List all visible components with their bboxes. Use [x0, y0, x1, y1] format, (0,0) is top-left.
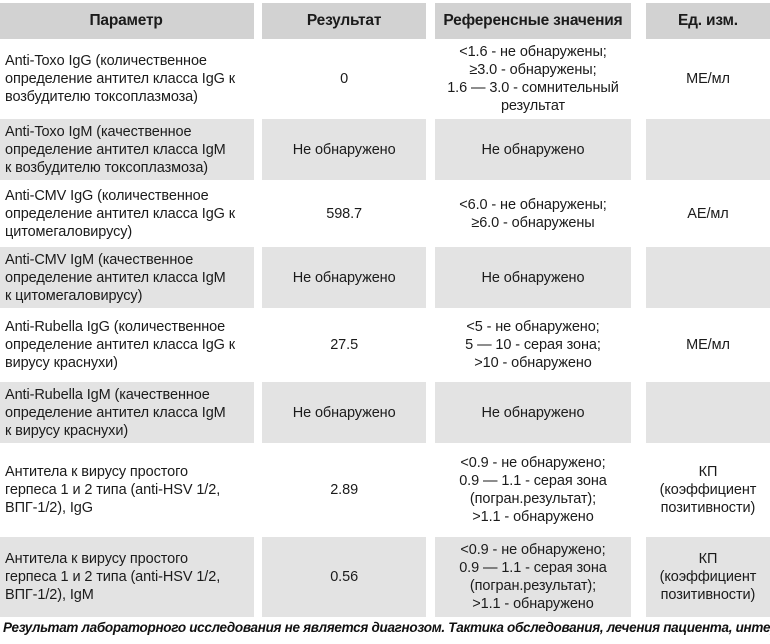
- cell-parameter: Антитела к вирусу простого герпеса 1 и 2…: [5, 464, 221, 516]
- cell-unit: КП (коэффициент позитивности): [645, 537, 770, 617]
- column-header-reference: Референсные значения: [435, 3, 631, 39]
- cell-reference: <1.6 - не обнаружены; ≥3.0 - обнаружены;…: [447, 44, 619, 114]
- table-row-anti-toxo-igg: Anti-Toxo IgG (количественное определени…: [0, 42, 770, 116]
- cell-reference: <6.0 - не обнаружены; ≥6.0 - обнаружены: [459, 196, 607, 231]
- cell-reference: <0.9 - не обнаружено; 0.9 — 1.1 - серая …: [459, 455, 607, 525]
- cell-result: 2.89: [330, 482, 359, 498]
- cell-reference: <5 - не обнаружено; 5 — 10 - серая зона;…: [465, 319, 601, 371]
- cell-parameter: Anti-Toxo IgM (качественное определение …: [0, 119, 255, 180]
- cell-result: Не обнаружено: [262, 119, 427, 180]
- cell-parameter: Anti-Toxo IgG (количественное определени…: [5, 53, 236, 105]
- table-header-row: Параметр Результат Референсные значения …: [0, 3, 770, 39]
- table-row-anti-cmv-igg: Anti-CMV IgG (количественное определение…: [0, 183, 770, 244]
- cell-unit: [645, 119, 770, 180]
- cell-unit: КП (коэффициент позитивности): [659, 464, 757, 516]
- cell-unit: МЕ/мл: [686, 71, 730, 87]
- disclaimer-note: Результат лабораторного исследования не …: [3, 620, 770, 635]
- column-header-result: Результат: [262, 3, 426, 39]
- cell-unit: АЕ/мл: [687, 205, 729, 222]
- table-row-hsv-igg: Антитела к вирусу простого герпеса 1 и 2…: [0, 446, 770, 534]
- cell-result: Не обнаружено: [262, 382, 427, 443]
- cell-unit: [645, 382, 770, 443]
- table-row-hsv-igm: Антитела к вирусу простого герпеса 1 и 2…: [0, 537, 770, 617]
- cell-parameter: Anti-CMV IgG (количественное определение…: [5, 187, 236, 240]
- cell-result: 0.56: [262, 537, 427, 617]
- cell-parameter: Антитела к вирусу простого герпеса 1 и 2…: [0, 537, 255, 617]
- lab-results-table: Параметр Результат Референсные значения …: [0, 3, 770, 617]
- cell-parameter: Anti-Rubella IgG (количественное определ…: [5, 319, 236, 371]
- cell-unit: МЕ/мл: [686, 337, 730, 353]
- table-row-anti-toxo-igm: Anti-Toxo IgM (качественное определение …: [0, 119, 770, 180]
- cell-reference: Не обнаружено: [435, 119, 631, 180]
- table-row-anti-rubella-igm: Anti-Rubella IgM (качественное определен…: [0, 382, 770, 443]
- cell-result: Не обнаружено: [262, 247, 427, 308]
- column-header-units: Ед. изм.: [645, 3, 770, 39]
- cell-parameter: Anti-CMV IgM (качественное определение а…: [0, 247, 255, 308]
- cell-parameter: Anti-Rubella IgM (качественное определен…: [0, 382, 255, 443]
- cell-reference: Не обнаружено: [435, 247, 631, 308]
- cell-reference: <0.9 - не обнаружено; 0.9 — 1.1 - серая …: [435, 537, 631, 617]
- cell-result: 0: [340, 71, 349, 87]
- table-row-anti-cmv-igm: Anti-CMV IgM (качественное определение а…: [0, 247, 770, 308]
- table-row-anti-rubella-igg: Anti-Rubella IgG (количественное определ…: [0, 311, 770, 379]
- cell-result: 27.5: [330, 337, 359, 353]
- cell-unit: [645, 247, 770, 308]
- cell-reference: Не обнаружено: [435, 382, 631, 443]
- column-header-parameter: Параметр: [0, 3, 255, 39]
- cell-result: 598.7: [326, 205, 363, 222]
